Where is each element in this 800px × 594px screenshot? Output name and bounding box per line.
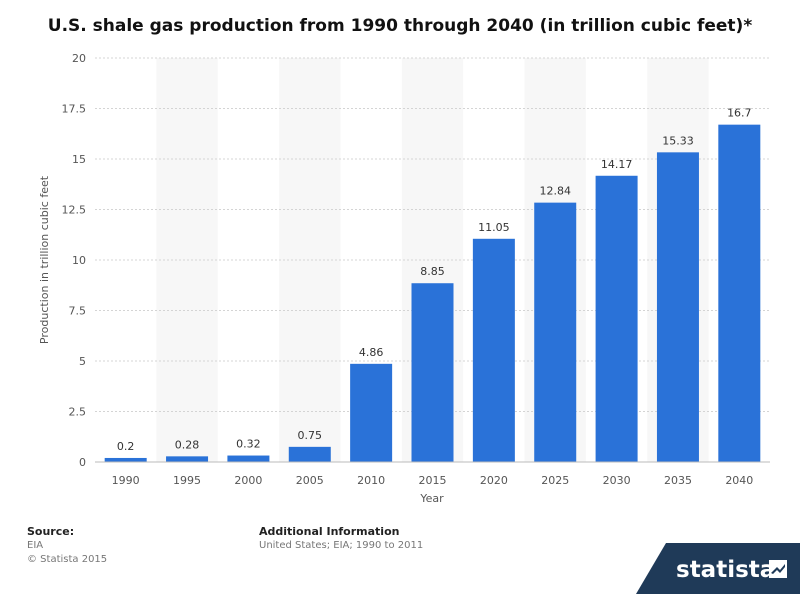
x-tick-label: 2020 <box>480 474 508 487</box>
x-tick-label: 2015 <box>419 474 447 487</box>
category-band <box>279 58 341 462</box>
x-tick-label: 2040 <box>725 474 753 487</box>
chart-title: U.S. shale gas production from 1990 thro… <box>47 16 753 36</box>
data-label-2040: 16.7 <box>727 107 752 120</box>
source-heading: Source: <box>27 525 75 538</box>
y-tick-label: 15 <box>72 153 86 166</box>
data-label-2000: 0.32 <box>236 438 261 451</box>
y-tick-label: 0 <box>79 456 86 469</box>
data-label-2010: 4.86 <box>359 346 384 359</box>
bar-2020[interactable] <box>472 238 515 462</box>
y-tick-label: 2.5 <box>69 406 87 419</box>
x-tick-label: 2025 <box>541 474 569 487</box>
y-axis-title: Production in trillion cubic feet <box>38 175 51 344</box>
y-tick-label: 12.5 <box>62 204 87 217</box>
x-axis-ticks: 1990 1995 2000 2005 2010 2015 2020 2025 2030 2035… <box>112 474 754 487</box>
additional-info-heading: Additional Information <box>259 525 400 538</box>
x-tick-label: 2000 <box>234 474 262 487</box>
footer-additional-information: Additional Information United States; EI… <box>259 525 423 553</box>
data-label-2015: 8.85 <box>420 265 445 278</box>
footer-source: Source: EIA © Statista 2015 <box>27 525 107 567</box>
data-label-2025: 12.84 <box>539 185 571 198</box>
y-tick-label: 20 <box>72 52 86 65</box>
bar-2015[interactable] <box>411 283 454 462</box>
statista-mark-icon <box>769 560 787 578</box>
statista-logo-badge[interactable]: statista <box>636 543 800 594</box>
y-tick-label: 10 <box>72 254 86 267</box>
bar-1995[interactable] <box>166 456 209 462</box>
x-axis-title: Year <box>419 492 444 505</box>
data-labels: 0.2 0.28 0.32 0.75 4.86 8.85 11.05 12.84 14.17 15… <box>117 107 752 453</box>
data-label-1995: 0.28 <box>175 438 200 451</box>
bar-1990[interactable] <box>104 457 147 462</box>
gridlines <box>95 57 770 412</box>
y-tick-label: 7.5 <box>69 305 87 318</box>
bar-2005[interactable] <box>288 446 331 462</box>
bar-2010[interactable] <box>350 363 393 462</box>
data-label-1990: 0.2 <box>117 440 135 453</box>
bar-2030[interactable] <box>595 175 638 463</box>
copyright-text: © Statista 2015 <box>27 554 108 565</box>
bars <box>104 124 761 463</box>
data-label-2030: 14.17 <box>601 158 633 171</box>
x-tick-label: 2030 <box>603 474 631 487</box>
x-tick-label: 2005 <box>296 474 324 487</box>
bar-2040[interactable] <box>718 124 761 462</box>
bar-chart: 0.2 0.28 0.32 0.75 4.86 8.85 11.05 12.84 14.17 15… <box>38 52 770 505</box>
x-tick-label: 2010 <box>357 474 385 487</box>
x-tick-label: 1995 <box>173 474 201 487</box>
x-tick-label: 1990 <box>112 474 140 487</box>
brand-name: statista <box>676 557 776 583</box>
data-label-2035: 15.33 <box>662 134 694 147</box>
bar-2000[interactable] <box>227 455 270 462</box>
additional-info-text: United States; EIA; 1990 to 2011 <box>259 540 424 551</box>
y-axis-ticks: 0 2.5 5 7.5 10 12.5 15 17.5 20 <box>62 52 87 469</box>
bar-2035[interactable] <box>656 152 699 463</box>
y-tick-label: 17.5 <box>62 103 87 116</box>
data-label-2020: 11.05 <box>478 221 510 234</box>
y-tick-label: 5 <box>79 355 86 368</box>
x-tick-label: 2035 <box>664 474 692 487</box>
source-link[interactable]: EIA <box>27 540 44 551</box>
data-label-2005: 0.75 <box>298 429 323 442</box>
bar-2025[interactable] <box>534 202 577 462</box>
